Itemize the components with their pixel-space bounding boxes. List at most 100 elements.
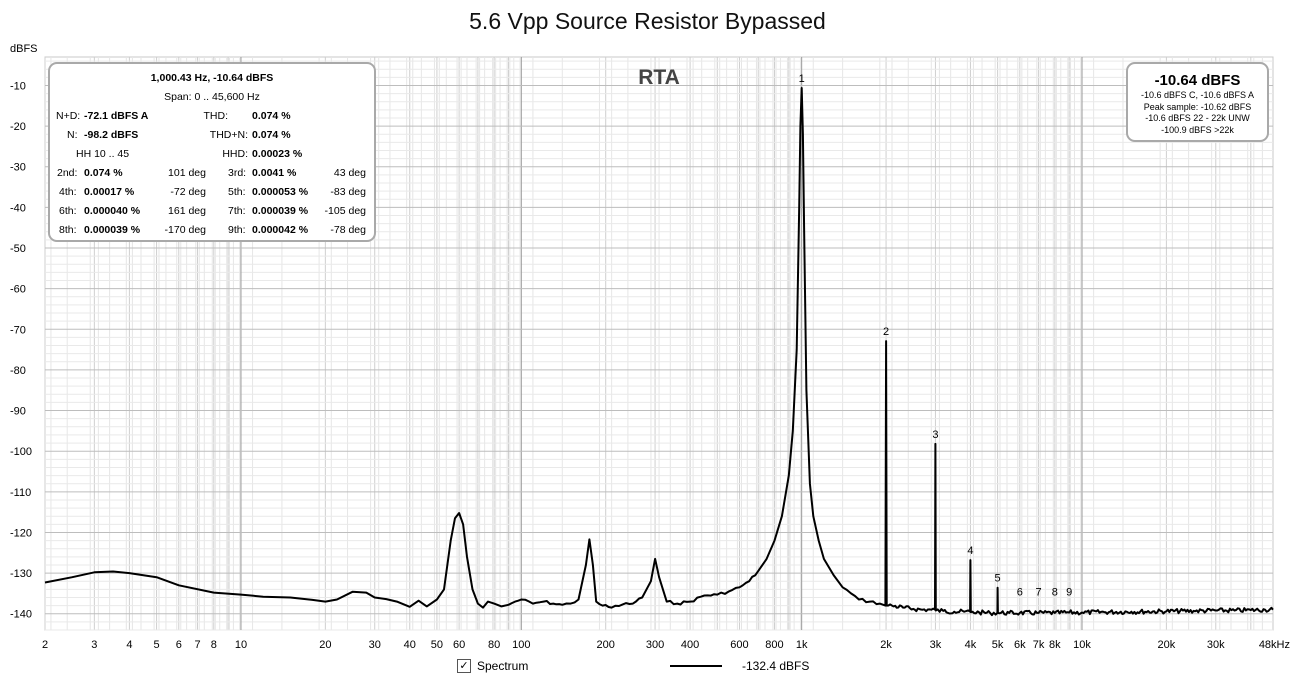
y-tick-label: -100 xyxy=(10,446,32,458)
harmonic-marker-label: 7 xyxy=(1036,587,1042,599)
x-tick-labels: 2 3 4 5 6 7 8 10 20 30 40 50 60 80 100 200 300 400 600 800 1… xyxy=(42,639,1290,651)
y-tick-label: -60 xyxy=(10,284,26,296)
y-tick-label: -110 xyxy=(10,487,31,499)
harmonic-2-label: 2nd: xyxy=(57,167,78,179)
harmonic-6-value: 0.000040 % xyxy=(84,205,141,217)
harmonic-marker-label: 5 xyxy=(995,573,1001,585)
harmonic-8-label: 8th: xyxy=(59,224,77,236)
x-tick-label: 30 xyxy=(369,639,381,651)
hh-label: HH 10 .. 45 xyxy=(76,148,130,160)
harmonic-3-label: 3rd: xyxy=(228,167,247,179)
y-tick-label: -80 xyxy=(10,365,26,377)
harmonic-marker-label: 2 xyxy=(883,326,889,338)
y-tick-label: -130 xyxy=(10,568,32,580)
x-tick-label: 60 xyxy=(453,639,465,651)
x-tick-label: 5 xyxy=(154,639,160,651)
harmonic-6-phase: 161 deg xyxy=(168,205,206,217)
level-weighted: -10.6 dBFS C, -10.6 dBFS A xyxy=(1140,90,1255,100)
x-tick-label: 2k xyxy=(880,639,892,651)
harmonic-7-label: 7th: xyxy=(228,205,246,217)
harmonic-4-phase: -72 deg xyxy=(170,186,206,198)
x-tick-label: 50 xyxy=(431,639,443,651)
nd-label: N+D: xyxy=(56,110,81,122)
x-tick-label: 7k xyxy=(1033,639,1045,651)
harmonic-8-value: 0.000039 % xyxy=(84,224,141,236)
y-axis-label: dBFS xyxy=(10,43,38,55)
x-tick-label: 800 xyxy=(765,639,783,651)
level-above-22k: -100.9 dBFS >22k xyxy=(1161,124,1234,135)
x-tick-label: 7 xyxy=(194,639,200,651)
x-tick-label: 3 xyxy=(91,639,97,651)
minor-grid xyxy=(44,57,1273,631)
harmonic-7-value: 0.000039 % xyxy=(252,205,309,217)
n-label: N: xyxy=(67,129,78,141)
y-tick-label: -70 xyxy=(10,324,26,336)
x-tick-label: 300 xyxy=(646,639,664,651)
harmonic-4-label: 4th: xyxy=(59,186,77,198)
x-tick-label: 48kHz xyxy=(1259,639,1290,651)
harmonic-marker-label: 9 xyxy=(1066,587,1072,599)
y-tick-label: -120 xyxy=(10,527,32,539)
harmonic-marker-label: 6 xyxy=(1017,587,1023,599)
harmonic-5-phase: -83 deg xyxy=(330,186,366,198)
harmonic-2-phase: 101 deg xyxy=(168,167,206,179)
x-tick-label: 1k xyxy=(796,639,808,651)
legend-cursor-value: -132.4 dBFS xyxy=(742,659,810,673)
x-tick-label: 40 xyxy=(404,639,416,651)
y-tick-label: -140 xyxy=(10,609,32,621)
n-value: -98.2 dBFS xyxy=(84,129,139,141)
x-tick-label: 3k xyxy=(930,639,942,651)
x-tick-label: 4k xyxy=(965,639,977,651)
harmonic-7-phase: -105 deg xyxy=(324,205,366,217)
legend-series-label: Spectrum xyxy=(477,659,529,673)
harmonic-marker-label: 3 xyxy=(932,429,938,441)
stats-header: 1,000.43 Hz, -10.64 dBFS xyxy=(150,72,274,84)
harmonic-3-value: 0.0041 % xyxy=(252,167,297,179)
harmonic-marker-label: 1 xyxy=(799,73,805,85)
harmonic-markers: 1 2 3 4 5 6 7 8 9 xyxy=(799,73,1073,599)
y-tick-label: -90 xyxy=(10,406,26,418)
y-tick-label: -30 xyxy=(10,162,26,174)
harmonic-marker-label: 8 xyxy=(1052,587,1058,599)
legend-line-swatch xyxy=(670,665,722,667)
thdn-label: THD+N: xyxy=(209,129,248,141)
y-tick-labels: -10 -20 -30 -40 -50 -60 -70 -80 -90 -100 -110 -120 -… xyxy=(10,80,32,620)
x-tick-label: 10k xyxy=(1073,639,1091,651)
harmonic-2-value: 0.074 % xyxy=(84,167,123,179)
y-tick-label: -50 xyxy=(10,243,26,255)
harmonic-marker-label: 4 xyxy=(967,545,973,557)
x-tick-label: 400 xyxy=(681,639,699,651)
y-tick-label: -10 xyxy=(10,80,26,92)
harmonic-6-label: 6th: xyxy=(59,205,77,217)
hhd-label: HHD: xyxy=(222,148,248,160)
nd-value: -72.1 dBFS A xyxy=(84,110,149,122)
level-unweighted: -10.6 dBFS 22 - 22k UNW xyxy=(1145,113,1250,123)
thd-value: 0.074 % xyxy=(252,110,291,122)
harmonic-5-value: 0.000053 % xyxy=(252,186,309,198)
x-tick-label: 600 xyxy=(730,639,748,651)
x-tick-label: 20k xyxy=(1158,639,1176,651)
spectrum-series-line xyxy=(44,87,1274,617)
x-tick-label: 4 xyxy=(126,639,132,651)
level-meter-panel: -10.64 dBFS -10.6 dBFS C, -10.6 dBFS A P… xyxy=(1126,62,1269,142)
x-tick-label: 8k xyxy=(1049,639,1061,651)
stats-span: Span: 0 .. 45,600 Hz xyxy=(164,91,260,103)
rta-label: RTA xyxy=(638,66,680,89)
spectrum-visibility-checkbox[interactable]: ✓ xyxy=(457,659,471,673)
legend: ✓ Spectrum -132.4 dBFS xyxy=(0,658,1295,678)
harmonic-5-label: 5th: xyxy=(228,186,246,198)
x-tick-label: 5k xyxy=(992,639,1004,651)
x-tick-label: 20 xyxy=(319,639,331,651)
thd-label: THD: xyxy=(203,110,229,122)
y-tick-label: -20 xyxy=(10,121,26,133)
x-tick-label: 8 xyxy=(211,639,217,651)
x-tick-label: 80 xyxy=(488,639,500,651)
thdn-value: 0.074 % xyxy=(252,129,291,141)
x-tick-label: 2 xyxy=(42,639,48,651)
x-tick-label: 6k xyxy=(1014,639,1026,651)
x-tick-label: 10 xyxy=(235,639,247,651)
harmonic-9-value: 0.000042 % xyxy=(252,224,309,236)
chart-title: 5.6 Vpp Source Resistor Bypassed xyxy=(469,8,826,34)
harmonic-3-phase: 43 deg xyxy=(333,167,366,179)
